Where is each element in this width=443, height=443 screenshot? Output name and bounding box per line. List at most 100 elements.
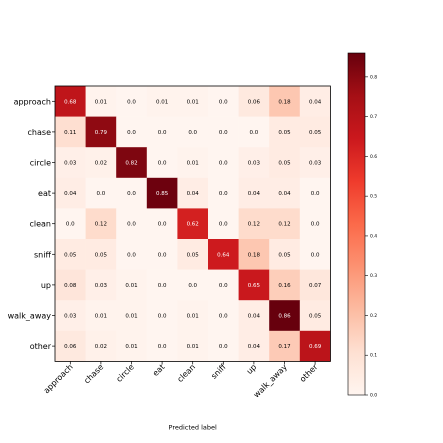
- y-tick-label: walk_away: [8, 312, 52, 321]
- cell-value-label: 0.18: [248, 252, 261, 258]
- cell-value-label: 0.0: [158, 222, 167, 228]
- cell-value-label: 0.68: [64, 99, 77, 105]
- heatmap-cell: [146, 300, 178, 332]
- heatmap-cell: [299, 208, 331, 240]
- heatmap-cell: [299, 330, 331, 362]
- heatmap-cell: [55, 86, 86, 117]
- heatmap-cell: [208, 147, 239, 179]
- cell-value-label: 0.0: [219, 161, 228, 167]
- colorbar-tick-label: 0.7: [370, 114, 377, 120]
- heatmap-cell: [55, 300, 86, 332]
- heatmap-cell: [85, 330, 117, 362]
- heatmap-cell: [55, 269, 86, 301]
- heatmap-cell: [146, 116, 178, 148]
- heatmap-cell: [269, 177, 301, 209]
- heatmap-cell: [299, 116, 331, 148]
- heatmap-cell: [208, 86, 239, 117]
- heatmap-cell: [85, 86, 117, 117]
- heatmap-cell: [238, 147, 270, 179]
- cell-value-label: 0.01: [125, 283, 137, 289]
- cell-value-label: 0.12: [278, 222, 290, 228]
- cell-value-label: 0.03: [64, 161, 77, 167]
- cell-value-label: 0.0: [188, 130, 197, 136]
- heatmap-cell: [85, 239, 117, 270]
- colorbar-tick-label: 0.8: [370, 74, 377, 80]
- heatmap-cell: [238, 300, 270, 332]
- heatmap-cell: [177, 300, 209, 332]
- cell-value-label: 0.01: [95, 314, 107, 320]
- cell-value-label: 0.0: [127, 99, 136, 105]
- colorbar-tick-label: 0.0: [370, 393, 377, 399]
- heatmap-cell: [146, 177, 178, 209]
- heatmap-cell: [146, 330, 178, 362]
- cell-value-label: 0.0: [219, 222, 228, 228]
- heatmap-cell: [146, 147, 178, 179]
- colorbar-tick-label: 0.4: [370, 233, 377, 239]
- heatmap-cell: [55, 330, 86, 362]
- heatmap-cell: [208, 239, 239, 270]
- cell-value-label: 0.04: [278, 191, 291, 197]
- heatmap-cell: [299, 177, 331, 209]
- heatmap-cell: [116, 239, 148, 270]
- heatmap-cell: [116, 86, 148, 117]
- x-tick-label: chase: [82, 362, 105, 385]
- heatmap-cell: [116, 330, 148, 362]
- heatmap-cell: [299, 300, 331, 332]
- cell-value-label: 0.0: [219, 314, 228, 320]
- cell-value-label: 0.01: [187, 314, 199, 320]
- cell-value-label: 0.0: [311, 191, 320, 197]
- cell-value-label: 0.05: [278, 161, 291, 167]
- heatmap-cell: [85, 116, 117, 148]
- heatmap-cell: [85, 177, 117, 209]
- cell-value-label: 0.0: [311, 222, 320, 228]
- plot-frame: [54, 85, 331, 362]
- heatmap-cell: [116, 147, 148, 179]
- cell-value-label: 0.0: [158, 314, 167, 320]
- heatmap-cell: [269, 239, 301, 270]
- heatmap-cell: [177, 177, 209, 209]
- x-axis-label: Predicted label: [169, 423, 217, 431]
- cell-value-label: 0.06: [248, 99, 261, 105]
- cell-value-label: 0.05: [95, 252, 108, 258]
- cell-value-label: 0.04: [248, 191, 261, 197]
- colorbar-tick-label: 0.2: [370, 313, 377, 319]
- heatmap-cell: [116, 208, 148, 240]
- cell-value-label: 0.01: [156, 99, 168, 105]
- cell-value-label: 0.02: [95, 161, 107, 167]
- y-tick-label: up: [41, 281, 51, 290]
- cell-value-label: 0.64: [217, 252, 230, 258]
- heatmap-cell: [177, 116, 209, 148]
- cell-value-label: 0.0: [250, 130, 259, 136]
- heatmap-cell: [85, 300, 117, 332]
- heatmap-cell: [55, 177, 86, 209]
- cell-value-label: 0.01: [187, 99, 199, 105]
- y-tick-label: chase: [28, 128, 52, 137]
- heatmap-cell: [55, 208, 86, 240]
- colorbar: [347, 52, 366, 396]
- heatmap-cell: [146, 208, 178, 240]
- cell-value-label: 0.0: [158, 161, 167, 167]
- heatmap-cell: [55, 116, 86, 148]
- cell-value-label: 0.0: [188, 283, 197, 289]
- heatmap-cell: [269, 208, 301, 240]
- heatmap-cell: [299, 86, 331, 117]
- cell-value-label: 0.05: [64, 252, 77, 258]
- y-tick-label: other: [30, 342, 52, 351]
- colorbar-ticks: 0.0 0.1 0.2 0.3 0.4 0.5 0.6 0.7 0.8: [365, 74, 377, 399]
- y-tick-label: circle: [30, 159, 51, 168]
- x-tick-label: up: [245, 362, 259, 376]
- cell-value-label: 0.07: [309, 283, 322, 289]
- colorbar-tick-label: 0.6: [370, 154, 377, 160]
- colorbar-tick-label: 0.1: [370, 353, 377, 359]
- heatmap-cell-labels: 0.68 0.01 0.0 0.01 0.01 0.0 0.06 0.18 0.04 0.11 0.…: [64, 99, 322, 350]
- y-tick-label: eat: [38, 189, 51, 198]
- heatmap-cell: [85, 147, 117, 179]
- y-tick-label: sniff: [34, 250, 51, 259]
- cell-value-label: 0.86: [278, 314, 291, 320]
- colorbar-tick-label: 0.5: [370, 194, 377, 200]
- cell-value-label: 0.12: [248, 222, 260, 228]
- heatmap-cell: [208, 300, 239, 332]
- heatmap-cells: [55, 86, 331, 362]
- cell-value-label: 0.01: [125, 314, 137, 320]
- cell-value-label: 0.0: [158, 130, 167, 136]
